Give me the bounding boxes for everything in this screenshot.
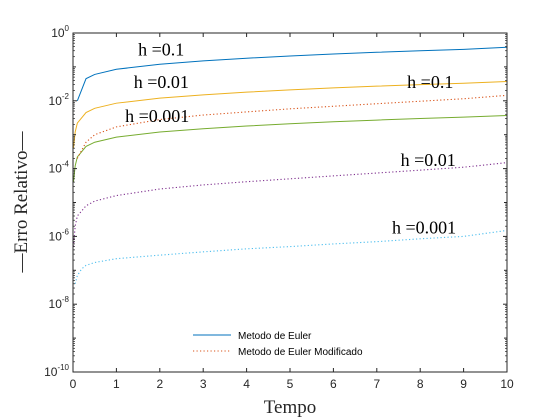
axes: 0 1 2 3 4 5 6 7 8 9 10 100 10-2 10-4 10-6 10-8 10-10 (44, 24, 514, 391)
y-tick-label: 10-2 (49, 92, 70, 108)
legend-box (189, 326, 401, 364)
series-line-modified-3 (76, 94, 508, 159)
x-tick-label: 5 (287, 377, 294, 391)
x-tick-label: 10 (500, 377, 514, 391)
x-tick-label: 1 (113, 377, 120, 391)
x-tick-label: 0 (70, 377, 77, 391)
y-tick-label: 100 (51, 24, 69, 40)
annotation-label: h =0.01 (401, 150, 456, 170)
annotation-label: h =0.1 (407, 72, 453, 92)
series-line-modified-5 (74, 229, 508, 284)
x-axis-label: Tempo (264, 397, 317, 418)
x-tick-label: 3 (200, 377, 207, 391)
series-line-euler-0 (76, 46, 508, 101)
x-tick-label: 7 (373, 377, 380, 391)
x-tick-label: 9 (460, 377, 467, 391)
annotation-label: h =0.01 (134, 72, 189, 92)
legend-entry: Metodo de Euler Modificado (238, 347, 363, 358)
series-line-modified-4 (72, 162, 508, 247)
series-lines (72, 46, 508, 284)
legend: Metodo de Euler Metodo de Euler Modificad… (189, 326, 401, 364)
x-tick-label: 2 (156, 377, 163, 391)
series-line-euler-1 (72, 81, 508, 149)
y-tick-label: 10-8 (49, 295, 70, 311)
y-tick-label: 10-10 (44, 363, 69, 379)
y-tick-label: 10-6 (49, 227, 70, 243)
x-tick-label: 8 (417, 377, 424, 391)
annotation-label: h =0.001 (125, 106, 189, 126)
annotation-label: h =0.001 (392, 218, 456, 238)
x-tick-label: 6 (330, 377, 337, 391)
annotations: h =0.1 h =0.01 h =0.001 h =0.1 h =0.01 h =0.0… (125, 39, 456, 237)
legend-entry: Metodo de Euler (238, 331, 312, 342)
x-tick-label: 4 (243, 377, 250, 391)
y-tick-label: 10-4 (49, 160, 70, 176)
y-axis-label: —Erro Relativo— (11, 131, 32, 274)
annotation-label: h =0.1 (138, 39, 184, 59)
series-line-euler-2 (72, 114, 508, 183)
